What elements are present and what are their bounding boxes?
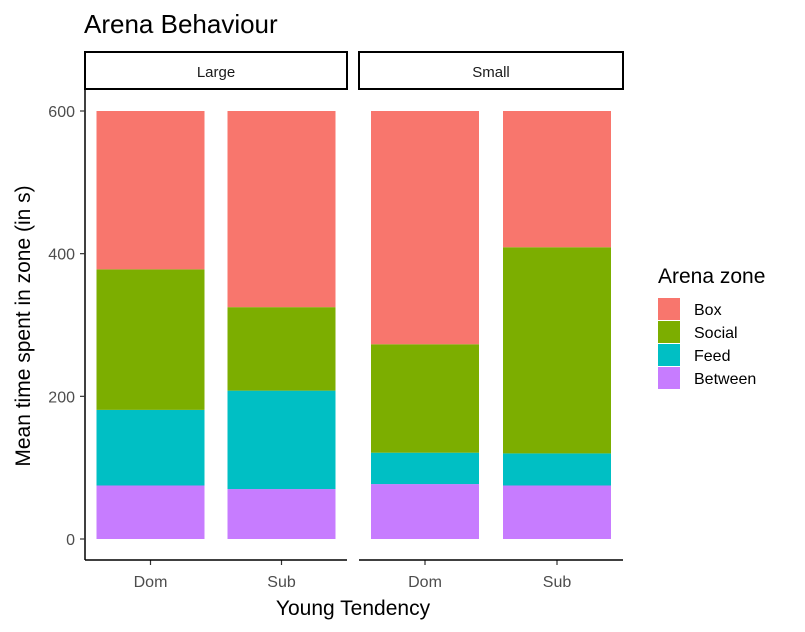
bar-segment-box — [371, 111, 479, 345]
y-tick-label: 0 — [66, 532, 75, 549]
legend-key-social — [658, 321, 680, 343]
chart-title: Arena Behaviour — [84, 9, 278, 39]
bar-segment-social — [96, 269, 205, 410]
legend: Arena zone Box Social Feed Between — [658, 265, 765, 389]
x-tick-label: Dom — [134, 574, 168, 591]
bar-segment-social — [503, 247, 611, 454]
y-tick-label: 200 — [48, 389, 75, 406]
legend-label-between: Between — [694, 371, 756, 388]
facet-strip — [358, 51, 624, 90]
bar-segment-feed — [96, 409, 205, 486]
bar-segment-box — [96, 111, 205, 270]
legend-key-box — [658, 298, 680, 320]
bar-segment-between — [227, 489, 336, 539]
legend-label-social: Social — [694, 325, 738, 342]
bar-segment-between — [371, 484, 479, 539]
bar-segment-feed — [227, 390, 336, 490]
y-tick-label: 600 — [48, 104, 75, 121]
y-tick-label: 400 — [48, 247, 75, 264]
bar-segment-box — [227, 111, 336, 308]
bar-segment-between — [96, 485, 205, 539]
legend-title: Arena zone — [658, 265, 765, 288]
y-axis-title: Mean time spent in zone (in s) — [12, 185, 35, 466]
facet-panels: Large Dom Sub Small Dom Sub — [84, 51, 624, 591]
bar-segment-feed — [371, 452, 479, 485]
bar-segment-feed — [503, 453, 611, 486]
x-tick-label: Sub — [543, 574, 572, 591]
legend-key-feed — [658, 344, 680, 366]
y-axis: 0 200 400 600 — [48, 90, 86, 560]
facet-strip — [84, 51, 348, 90]
facet-strip-label: Large — [197, 64, 235, 81]
x-tick-label: Sub — [267, 574, 296, 591]
legend-label-box: Box — [694, 302, 722, 319]
facet-strip-label: Small — [472, 64, 510, 81]
legend-key-between — [658, 367, 680, 389]
bar-segment-social — [371, 344, 479, 453]
x-axis-title: Young Tendency — [276, 597, 431, 620]
facet-small: Small Dom Sub — [358, 51, 624, 591]
facet-large: Large Dom Sub — [84, 51, 348, 591]
legend-label-feed: Feed — [694, 348, 730, 365]
x-tick-label: Dom — [408, 574, 442, 591]
bar-segment-box — [503, 111, 611, 248]
bar-segment-between — [503, 485, 611, 539]
bar-segment-social — [227, 307, 336, 391]
